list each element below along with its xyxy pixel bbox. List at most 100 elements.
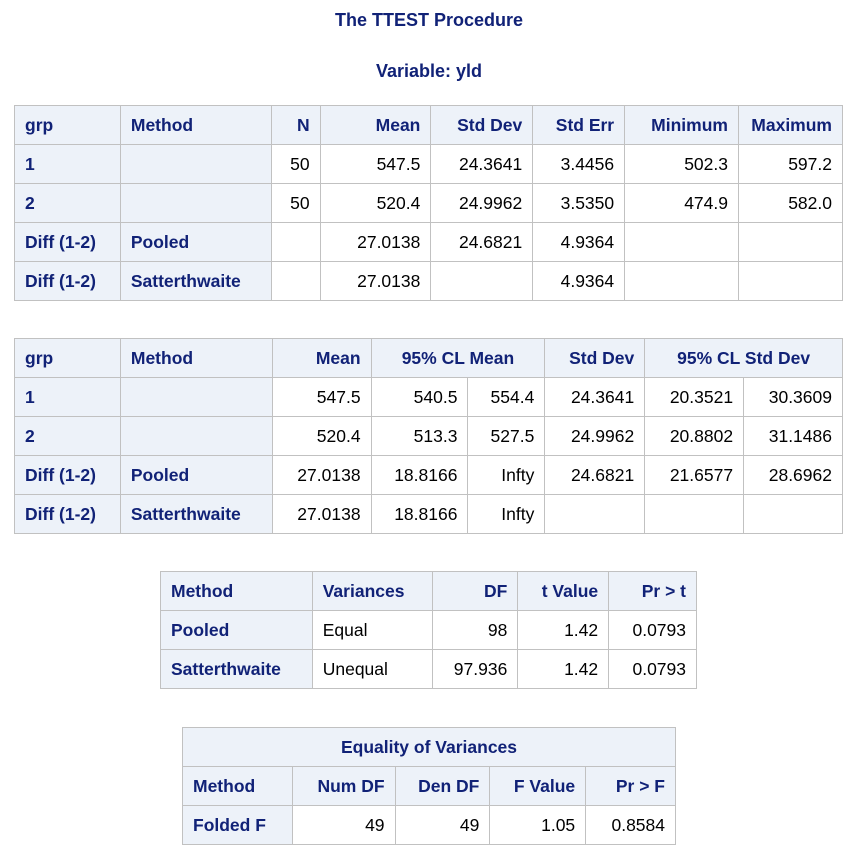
cell-cl-mean-lower: 513.3 [370, 416, 469, 456]
row-header-method [119, 144, 272, 184]
cell-cl-mean-lower: 18.8166 [370, 455, 469, 495]
cell-mean: 27.0138 [271, 455, 372, 495]
col-header-std-dev: Std Dev [544, 338, 646, 378]
cell-df: 98 [432, 610, 519, 650]
cell-mean: 520.4 [319, 183, 432, 223]
cell-n [270, 261, 321, 301]
row-header-grp: Diff (1-2) [14, 494, 121, 534]
cell-std-dev: 24.9962 [544, 416, 646, 456]
col-header-mean: Mean [319, 105, 432, 145]
col-header-t-value: t Value [517, 571, 610, 611]
col-header-grp: grp [14, 338, 121, 378]
table-row: Diff (1-2) Satterthwaite 27.0138 18.8166… [14, 494, 843, 534]
cell-cl-mean-upper: 527.5 [467, 416, 546, 456]
procedure-title: The TTEST Procedure [334, 10, 524, 30]
cell-den-df: 49 [394, 805, 491, 845]
cell-minimum: 502.3 [624, 144, 739, 184]
col-header-method: Method [160, 571, 313, 611]
cell-n: 50 [270, 183, 321, 223]
cell-maximum [737, 261, 844, 301]
cell-std-err: 4.9364 [532, 222, 626, 262]
row-header-grp: Diff (1-2) [14, 455, 121, 495]
table-row: Diff (1-2) Pooled 27.0138 18.8166 Infty … [14, 455, 843, 495]
col-header-method: Method [119, 105, 272, 145]
cell-df: 97.936 [432, 649, 519, 689]
table-row: Diff (1-2) Satterthwaite 27.0138 4.9364 [14, 261, 844, 301]
cell-t-value: 1.42 [517, 610, 610, 650]
t-test-table: Method Variances DF t Value Pr > t Poole… [160, 571, 697, 689]
col-header-f-value: F Value [489, 766, 587, 806]
cell-cl-mean-upper: Infty [467, 455, 546, 495]
variable-subtitle: Variable: yld [375, 61, 483, 81]
row-header-method: Pooled [119, 455, 273, 495]
cell-std-dev: 24.6821 [430, 222, 534, 262]
cell-t-value: 1.42 [517, 649, 610, 689]
cell-cl-sd-upper: 30.3609 [743, 377, 843, 417]
row-header-method [119, 416, 273, 456]
cell-std-dev: 24.3641 [544, 377, 646, 417]
table-header-row: grp Method Mean 95% CL Mean Std Dev 95% … [14, 338, 843, 378]
col-header-method: Method [182, 766, 293, 806]
table-row: 2 520.4 513.3 527.5 24.9962 20.8802 31.1… [14, 416, 843, 456]
row-header-method: Folded F [182, 805, 293, 845]
row-header-grp: 2 [14, 183, 121, 223]
table-row: Satterthwaite Unequal 97.936 1.42 0.0793 [160, 649, 697, 689]
cell-n [270, 222, 321, 262]
row-header-grp: 2 [14, 416, 121, 456]
table-row: 2 50 520.4 24.9962 3.5350 474.9 582.0 [14, 183, 844, 223]
cell-maximum [737, 222, 844, 262]
col-header-n: N [270, 105, 321, 145]
table-row: Diff (1-2) Pooled 27.0138 24.6821 4.9364 [14, 222, 844, 262]
col-header-num-df: Num DF [291, 766, 396, 806]
table-header-row: Method Variances DF t Value Pr > t [160, 571, 697, 611]
cell-p-value: 0.8584 [585, 805, 676, 845]
col-header-method: Method [119, 338, 273, 378]
statistics-table: grp Method N Mean Std Dev Std Err Minimu… [14, 105, 844, 301]
col-header-maximum: Maximum [737, 105, 844, 145]
cell-cl-sd-lower [644, 494, 745, 534]
col-header-mean: Mean [271, 338, 372, 378]
col-header-std-dev: Std Dev [430, 105, 534, 145]
cell-mean: 547.5 [319, 144, 432, 184]
row-header-method [119, 183, 272, 223]
col-header-variances: Variances [311, 571, 434, 611]
cell-n: 50 [270, 144, 321, 184]
table-row: Pooled Equal 98 1.42 0.0793 [160, 610, 697, 650]
cell-mean: 520.4 [271, 416, 372, 456]
cell-minimum: 474.9 [624, 183, 739, 223]
table-row: Folded F 49 49 1.05 0.8584 [182, 805, 676, 845]
col-header-std-err: Std Err [532, 105, 626, 145]
equality-of-variances-table: Equality of Variances Method Num DF Den … [182, 727, 676, 845]
cell-variances: Equal [311, 610, 434, 650]
cell-f-value: 1.05 [489, 805, 587, 845]
row-header-method: Satterthwaite [119, 494, 273, 534]
cell-cl-sd-upper [743, 494, 843, 534]
cell-num-df: 49 [291, 805, 396, 845]
cell-maximum: 582.0 [737, 183, 844, 223]
confidence-limits-table: grp Method Mean 95% CL Mean Std Dev 95% … [14, 338, 843, 534]
table-header-row: Method Num DF Den DF F Value Pr > F [182, 766, 676, 806]
cell-cl-mean-upper: Infty [467, 494, 546, 534]
cell-cl-sd-lower: 20.8802 [644, 416, 745, 456]
cell-p-value: 0.0793 [608, 649, 697, 689]
row-header-method [119, 377, 273, 417]
row-header-grp: Diff (1-2) [14, 261, 121, 301]
cell-std-err: 4.9364 [532, 261, 626, 301]
row-header-method: Satterthwaite [119, 261, 272, 301]
table-caption: Equality of Variances [182, 727, 676, 767]
col-header-den-df: Den DF [394, 766, 491, 806]
row-header-grp: Diff (1-2) [14, 222, 121, 262]
cell-p-value: 0.0793 [608, 610, 697, 650]
cell-variances: Unequal [311, 649, 434, 689]
cell-cl-mean-upper: 554.4 [467, 377, 546, 417]
cell-std-err: 3.4456 [532, 144, 626, 184]
cell-cl-mean-lower: 18.8166 [370, 494, 469, 534]
table-caption-row: Equality of Variances [182, 727, 676, 767]
col-header-cl-mean: 95% CL Mean [370, 338, 546, 378]
row-header-method: Pooled [160, 610, 313, 650]
row-header-method: Satterthwaite [160, 649, 313, 689]
cell-mean: 27.0138 [319, 261, 432, 301]
cell-std-dev: 24.6821 [544, 455, 646, 495]
col-header-cl-std-dev: 95% CL Std Dev [644, 338, 843, 378]
cell-maximum: 597.2 [737, 144, 844, 184]
